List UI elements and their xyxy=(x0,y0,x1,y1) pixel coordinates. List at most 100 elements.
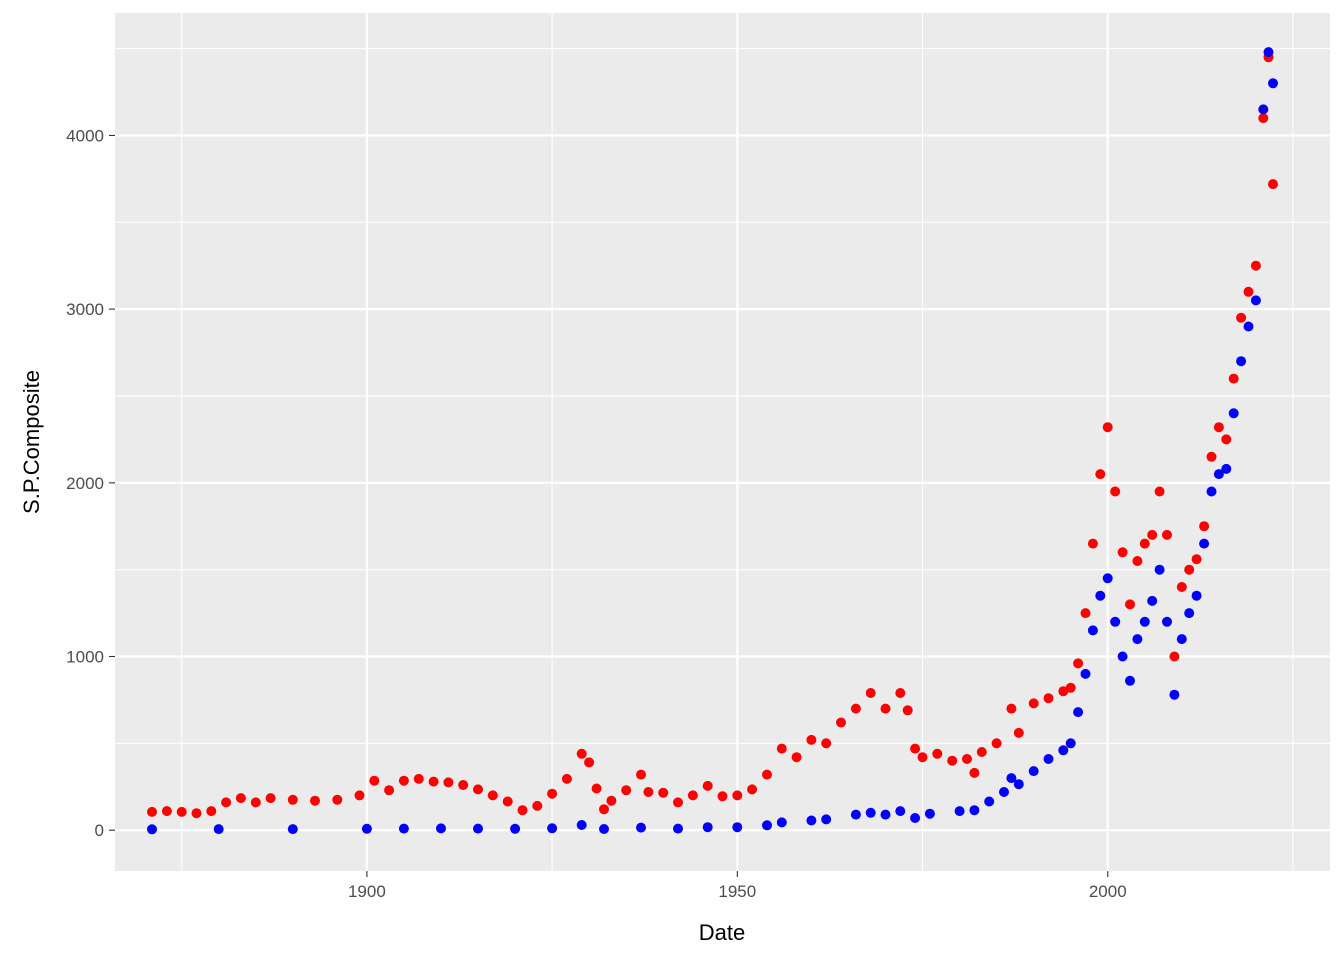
data-point xyxy=(1258,113,1269,124)
data-point xyxy=(762,820,772,831)
data-point xyxy=(962,754,972,764)
data-point xyxy=(547,823,558,834)
data-point xyxy=(1228,408,1239,419)
data-point xyxy=(361,823,372,834)
data-point xyxy=(821,814,832,825)
data-point xyxy=(1199,538,1210,549)
data-point xyxy=(910,813,921,823)
series-1 xyxy=(147,47,1278,835)
data-point xyxy=(1154,486,1165,497)
y-tick-label: 3000 xyxy=(66,300,104,319)
data-point xyxy=(1132,556,1143,566)
data-point xyxy=(880,809,891,820)
data-point xyxy=(954,806,965,817)
data-point xyxy=(591,783,602,794)
data-point xyxy=(221,797,232,808)
y-tick-label: 2000 xyxy=(66,474,104,493)
data-point xyxy=(732,822,743,833)
data-point xyxy=(1147,595,1158,606)
data-point xyxy=(791,752,802,763)
data-point xyxy=(599,824,609,834)
data-point xyxy=(265,793,276,804)
data-point xyxy=(473,823,483,834)
data-point xyxy=(473,784,483,795)
data-point xyxy=(1102,573,1113,584)
data-point xyxy=(213,824,224,835)
data-point xyxy=(1191,590,1202,601)
data-point xyxy=(702,780,713,791)
data-point xyxy=(428,776,439,787)
data-point xyxy=(1006,703,1017,714)
data-point xyxy=(1065,682,1076,693)
data-point xyxy=(250,797,261,808)
data-point xyxy=(191,808,202,819)
data-point xyxy=(1250,295,1261,306)
data-point xyxy=(643,787,654,797)
data-point xyxy=(1125,599,1135,610)
data-point xyxy=(673,823,683,834)
data-point xyxy=(502,796,513,807)
data-point xyxy=(1073,658,1084,669)
data-point xyxy=(924,808,935,819)
y-axis: 0 1000 2000 3000 4000 xyxy=(66,126,115,840)
data-point xyxy=(636,769,646,780)
data-point xyxy=(1095,469,1106,480)
data-point xyxy=(1228,373,1239,384)
data-point xyxy=(717,791,728,802)
data-point xyxy=(836,717,846,728)
data-point xyxy=(902,705,913,716)
data-point xyxy=(658,787,669,798)
data-point xyxy=(517,805,528,816)
data-point xyxy=(1162,529,1172,540)
data-point xyxy=(599,804,609,815)
data-point xyxy=(1013,727,1024,738)
data-point xyxy=(1176,582,1187,592)
data-point xyxy=(332,794,343,805)
data-point xyxy=(1065,738,1076,749)
data-point xyxy=(1080,608,1091,619)
data-point xyxy=(969,805,980,816)
x-tick-label: 1900 xyxy=(348,882,386,901)
data-point xyxy=(1206,486,1217,497)
data-point xyxy=(1013,779,1024,790)
data-point xyxy=(1191,554,1202,565)
data-point xyxy=(487,790,498,801)
data-point xyxy=(1263,47,1274,58)
y-axis-title: S.P.Composite xyxy=(19,370,44,514)
data-point xyxy=(458,780,469,790)
data-point xyxy=(436,823,446,834)
data-point xyxy=(636,822,646,833)
data-point xyxy=(584,757,595,768)
data-point xyxy=(1243,321,1254,332)
x-tick-label: 1950 xyxy=(718,882,756,901)
data-point xyxy=(732,790,743,801)
data-point xyxy=(532,800,543,811)
data-point xyxy=(865,807,876,818)
data-point xyxy=(747,784,758,795)
data-point xyxy=(984,796,995,807)
data-point xyxy=(1154,564,1165,575)
data-point xyxy=(1117,651,1128,662)
data-point xyxy=(1125,675,1135,686)
data-point xyxy=(398,823,409,834)
data-point xyxy=(1139,538,1150,549)
data-point xyxy=(1162,616,1172,627)
data-point xyxy=(1147,529,1158,540)
data-point xyxy=(1236,312,1247,323)
data-point xyxy=(161,806,172,817)
data-point xyxy=(880,703,891,714)
data-point xyxy=(576,748,587,759)
data-point xyxy=(806,734,817,745)
data-point xyxy=(1028,698,1039,709)
data-point xyxy=(1095,590,1106,601)
data-point xyxy=(206,806,217,817)
data-point xyxy=(1206,451,1217,462)
data-points xyxy=(147,47,1278,835)
data-point xyxy=(147,806,157,817)
data-point xyxy=(1087,625,1098,636)
data-point xyxy=(413,773,424,784)
data-point xyxy=(969,767,980,778)
data-point xyxy=(821,738,832,749)
data-point xyxy=(1268,78,1278,89)
data-point xyxy=(1258,104,1269,115)
